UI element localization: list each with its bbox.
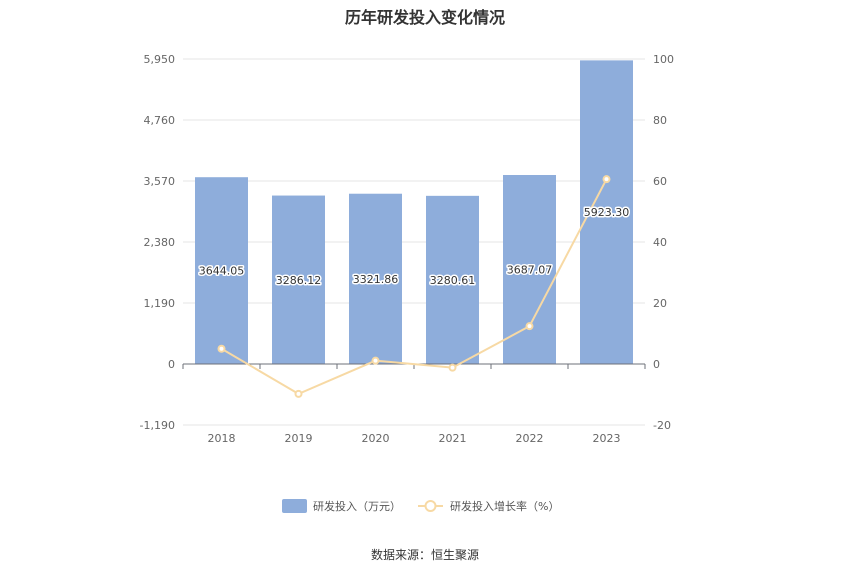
- growth-point: [602, 175, 611, 184]
- y-right-tick-label: 100: [653, 53, 674, 66]
- growth-point: [371, 356, 380, 365]
- bar-data-label: 3280.61: [430, 274, 476, 287]
- y-right-tick-label: 80: [653, 114, 667, 127]
- growth-line: [220, 178, 608, 396]
- grid-lines: [183, 58, 645, 426]
- bar: [503, 174, 556, 364]
- bar: [195, 177, 248, 364]
- y-axis-right: -20 0 20 40 60 80 100: [653, 53, 674, 432]
- x-tick-label: 2018: [208, 432, 236, 445]
- y-right-tick-label: 0: [653, 358, 660, 371]
- growth-point: [448, 363, 457, 372]
- y-right-tick-label: -20: [653, 419, 671, 432]
- chart-title: 历年研发投入变化情况: [344, 8, 505, 27]
- y-right-tick-label: 60: [653, 175, 667, 188]
- legend-label-line: 研发投入增长率（%）: [450, 499, 559, 513]
- x-tick-label: 2021: [439, 432, 467, 445]
- x-tick-label: 2020: [362, 432, 390, 445]
- bar-data-labels: 3644.05 3286.12 3321.86 3280.61 3687.07 5923.…: [197, 205, 631, 289]
- y-right-tick-label: 20: [653, 297, 667, 310]
- bar-data-label: 3286.12: [276, 274, 322, 287]
- bar: [272, 195, 325, 364]
- legend-label-bar: 研发投入（万元）: [313, 499, 401, 513]
- y-axis-left: -1,190 0 1,190 2,380 3,570 4,760 5,950: [140, 53, 175, 432]
- y-left-tick-label: 4,760: [144, 114, 176, 127]
- legend: 研发投入（万元） 研发投入增长率（%）: [282, 499, 559, 513]
- legend-swatch-bar: [282, 499, 307, 513]
- line-series: [217, 175, 611, 398]
- x-tick-label: 2019: [285, 432, 313, 445]
- y-left-tick-label: 1,190: [144, 297, 176, 310]
- bar-series: [195, 60, 633, 365]
- y-left-tick-label: 3,570: [144, 175, 176, 188]
- bar-data-label: 3644.05: [199, 265, 245, 278]
- growth-point: [525, 322, 534, 331]
- x-tick-label: 2022: [516, 432, 544, 445]
- bar: [426, 195, 479, 364]
- bar: [349, 193, 402, 364]
- growth-point: [217, 344, 226, 353]
- y-left-tick-label: 5,950: [144, 53, 176, 66]
- y-left-tick-label: 2,380: [144, 236, 176, 249]
- bar-data-label: 3321.86: [353, 273, 399, 286]
- x-axis: 2018 2019 2020 2021 2022 2023: [182, 363, 646, 445]
- y-left-tick-label: -1,190: [140, 419, 175, 432]
- y-right-tick-label: 40: [653, 236, 667, 249]
- y-left-tick-label: 0: [168, 358, 175, 371]
- bar-data-label: 3687.07: [507, 263, 553, 276]
- growth-point: [294, 389, 303, 398]
- legend-swatch-point: [424, 500, 437, 512]
- x-tick-label: 2023: [593, 432, 621, 445]
- bar-data-label: 5923.30: [584, 206, 630, 219]
- source-note: 数据来源：恒生聚源: [370, 548, 479, 562]
